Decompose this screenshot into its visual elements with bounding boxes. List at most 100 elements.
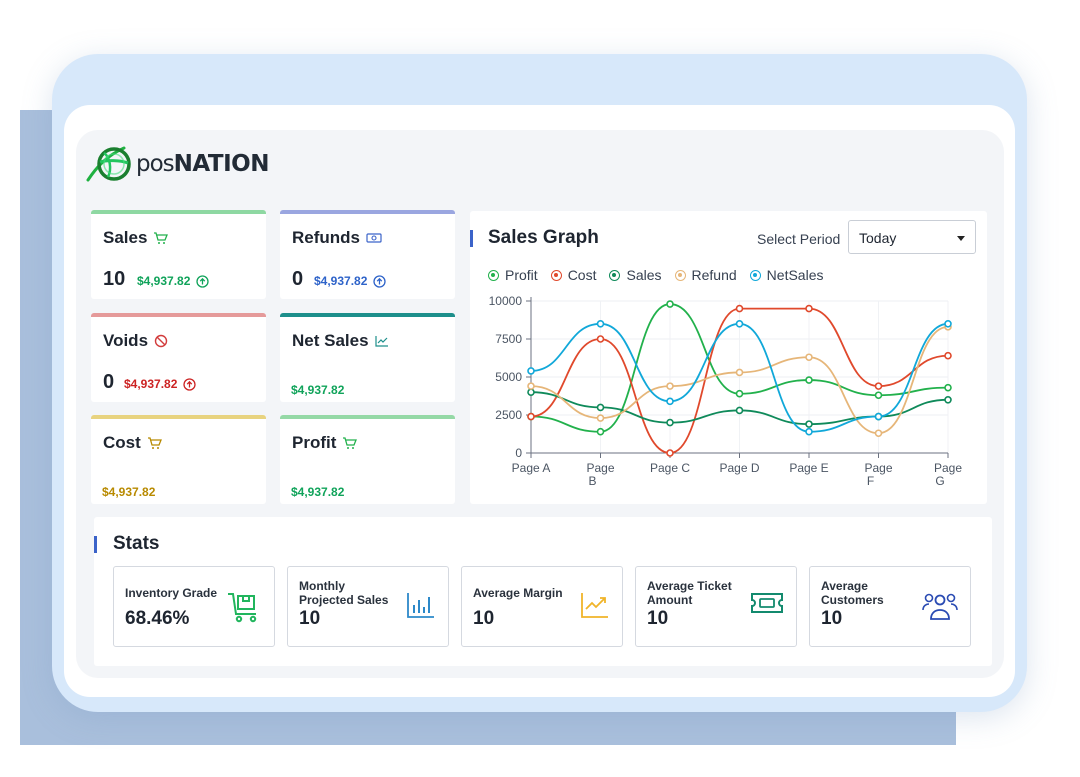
stat-label: Average Customers — [821, 579, 884, 607]
card-title: Net Sales — [292, 331, 389, 351]
data-point-netsales — [527, 367, 535, 375]
ban-icon — [154, 334, 168, 348]
data-point-refund — [527, 382, 535, 390]
card-title: Cost — [103, 433, 162, 453]
stat-label: Average Margin — [473, 586, 563, 600]
data-point-netsales — [944, 320, 952, 328]
cost-card[interactable]: Cost $4,937.82 — [91, 415, 266, 504]
y-tick-label: 2500 — [495, 408, 522, 422]
section-accent-bar — [94, 536, 97, 553]
data-point-cost — [944, 351, 952, 360]
arrow-up-circle-icon — [183, 377, 197, 391]
inventory-cart-icon — [228, 593, 257, 623]
y-tick-label: 7500 — [495, 332, 522, 346]
data-point-refund — [874, 429, 883, 438]
x-tick-label: Page G — [934, 461, 962, 488]
users-icon — [922, 593, 958, 620]
data-point-profit — [666, 300, 674, 308]
legend-label: NetSales — [766, 267, 824, 283]
voids-amount-value: $4,937.82 — [124, 377, 178, 391]
cost-title: Cost — [103, 433, 141, 452]
graph-title: Sales Graph — [488, 227, 599, 248]
cart-icon — [154, 232, 169, 244]
net-sales-title: Net Sales — [292, 331, 369, 350]
legend-item-netsales[interactable]: NetSales — [749, 267, 824, 283]
stat-inventory-grade[interactable]: Inventory Grade 68.46% — [113, 566, 275, 647]
legend-item-profit[interactable]: Profit — [488, 267, 538, 283]
refunds-card[interactable]: Refunds 0 $4,937.82 — [280, 210, 455, 299]
stat-label: Inventory Grade — [125, 586, 218, 600]
cash-icon — [366, 233, 382, 243]
net-sales-card[interactable]: Net Sales $4,937.82 — [280, 313, 455, 402]
sales-amount-value: $4,937.82 — [137, 274, 191, 288]
stat-label: Average Ticket Amount — [647, 579, 732, 607]
profit-amount: $4,937.82 — [291, 485, 344, 499]
data-point-cost — [596, 335, 605, 343]
sales-title: Sales — [103, 228, 148, 247]
data-point-sales — [666, 418, 674, 427]
data-point-profit — [944, 383, 952, 392]
refunds-amount: $4,937.82 — [314, 274, 387, 288]
legend-item-sales[interactable]: Sales — [609, 267, 662, 283]
stat-value: 68.46% — [125, 608, 190, 629]
stat-value: 10 — [821, 608, 843, 629]
legend-item-cost[interactable]: Cost — [550, 267, 597, 283]
stat-average-customers[interactable]: Average Customers 10 — [809, 566, 971, 647]
stat-average-margin[interactable]: Average Margin 10 — [461, 566, 623, 647]
data-point-cost — [527, 412, 535, 421]
sales-graph-panel: Sales Graph Select Period Today Profit Co… — [470, 211, 987, 504]
y-tick-label: 5000 — [495, 370, 522, 384]
legend-marker-icon — [674, 269, 686, 281]
sales-amount: $4,937.82 — [137, 274, 210, 288]
stat-label: Monthly Projected Sales — [299, 579, 389, 607]
data-point-sales — [596, 403, 605, 412]
card-title: Refunds — [292, 228, 382, 248]
net-sales-amount-value: $4,937.82 — [291, 383, 345, 397]
data-point-refund — [805, 353, 813, 362]
legend-label: Cost — [567, 267, 597, 283]
arrow-up-circle-icon — [373, 274, 387, 288]
data-point-refund — [735, 368, 744, 377]
data-point-profit — [596, 427, 605, 436]
brand-name-part1: pos — [136, 151, 175, 177]
x-tick-label: Page B — [586, 461, 614, 488]
sales-line-chart: 0 2500 5000 7500 10000 Page A Page B Page C Page … — [489, 294, 963, 488]
refunds-amount-value: $4,937.82 — [314, 274, 368, 288]
x-tick-label: Page F — [864, 461, 892, 488]
stats-panel: Stats Inventory Grade 68.46% Monthly Pro… — [94, 517, 992, 666]
y-tick-label: 10000 — [489, 294, 523, 308]
stat-value: 10 — [299, 608, 321, 629]
cost-amount: $4,937.82 — [102, 485, 155, 499]
data-point-netsales — [666, 397, 674, 406]
data-point-sales — [735, 406, 744, 415]
voids-card[interactable]: Voids 0 $4,937.82 — [91, 313, 266, 402]
legend-label: Profit — [505, 267, 538, 283]
data-point-sales — [527, 388, 535, 396]
bar-chart-icon — [407, 593, 434, 618]
data-point-netsales — [874, 412, 883, 421]
sales-card[interactable]: Sales 10 $4,937.82 — [91, 210, 266, 299]
legend-label: Sales — [626, 267, 662, 283]
net-sales-amount: $4,937.82 — [291, 383, 344, 397]
stat-monthly-projected-sales[interactable]: Monthly Projected Sales 10 — [287, 566, 449, 647]
stat-value: 10 — [647, 608, 669, 629]
line-chart-icon — [581, 593, 608, 618]
card-title: Profit — [292, 433, 358, 453]
voids-count: 0 — [103, 371, 115, 393]
legend-marker-icon — [488, 269, 499, 281]
stat-average-ticket-amount[interactable]: Average Ticket Amount 10 — [635, 566, 797, 647]
x-tick-label: Page C — [650, 461, 690, 475]
legend-marker-icon — [550, 269, 562, 281]
data-point-cost — [874, 382, 883, 390]
legend-item-refund[interactable]: Refund — [674, 267, 737, 283]
data-point-refund — [666, 382, 674, 390]
section-accent-bar — [470, 230, 473, 247]
x-tick-label: Page E — [789, 461, 828, 475]
data-point-refund — [596, 414, 605, 422]
x-tick-label: Page D — [719, 461, 759, 475]
legend-marker-icon — [749, 269, 761, 281]
stats-title: Stats — [113, 533, 160, 554]
profit-card[interactable]: Profit $4,937.82 — [280, 415, 455, 504]
period-select[interactable]: Today — [848, 220, 976, 254]
card-title: Voids — [103, 331, 168, 351]
